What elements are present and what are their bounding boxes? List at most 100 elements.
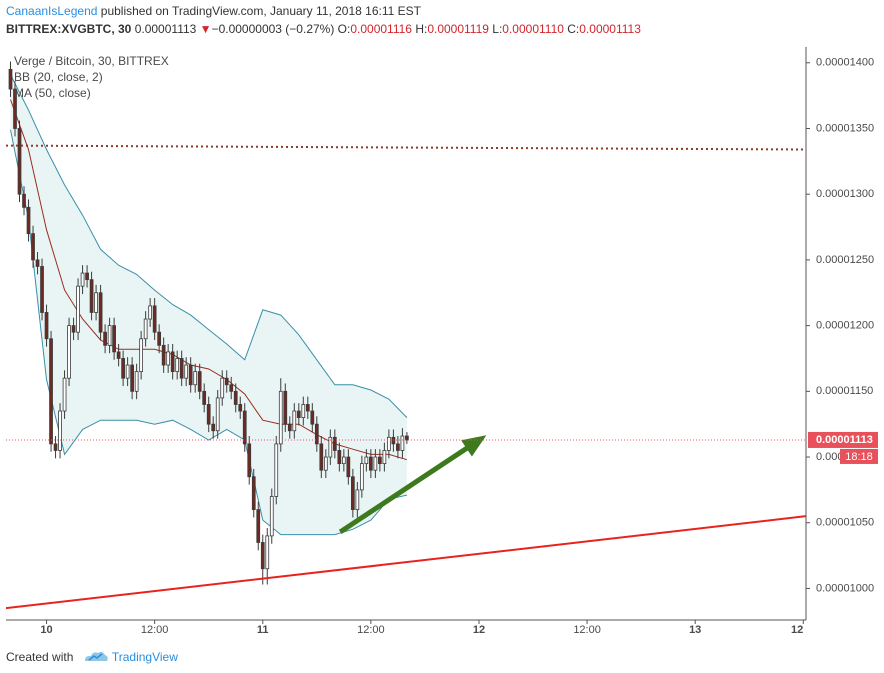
bb-lower	[10, 129, 408, 536]
candle-body	[179, 358, 184, 379]
candle-body	[202, 390, 207, 405]
bb-fill	[10, 74, 407, 535]
logo-line	[88, 653, 103, 661]
candle-body	[247, 443, 252, 478]
ohlc-label: C:	[567, 22, 580, 36]
candle-body	[359, 463, 364, 491]
candle-body	[355, 489, 360, 511]
candle-body	[341, 456, 346, 465]
candle-body	[256, 509, 261, 543]
bb-upper	[10, 74, 408, 418]
ohlc-value: 0.00001113	[579, 22, 641, 36]
footer-brand[interactable]: TradingView	[111, 650, 178, 664]
candle-body	[193, 371, 198, 386]
candle-body	[116, 351, 121, 359]
candle-body	[134, 371, 139, 392]
x-tick-label: 12	[791, 624, 803, 636]
countdown-box	[840, 448, 878, 464]
candle-body	[350, 476, 355, 511]
plot-area	[6, 61, 806, 610]
candle-body	[130, 364, 134, 392]
x-tick-label: 10	[40, 624, 52, 636]
candle-body	[85, 272, 89, 281]
candle-body	[305, 404, 310, 412]
candle-body	[103, 331, 107, 346]
ohlc-label: O:	[337, 22, 351, 36]
legend-entry: BB (20, close, 2)	[14, 70, 103, 84]
candle-body	[53, 443, 58, 451]
last-price: 0.00001113	[134, 22, 197, 36]
candle-body	[378, 456, 382, 465]
candle-body	[58, 410, 62, 451]
candle-body	[369, 456, 373, 471]
x-tick-label: 13	[689, 624, 701, 636]
candle-body	[35, 259, 40, 267]
candle-body	[373, 456, 378, 471]
candle-body	[364, 456, 369, 465]
change-arrow: ▼	[199, 22, 212, 36]
symbol: BITTREX:XVGBTC, 30	[6, 22, 132, 36]
candle-body	[107, 325, 112, 346]
candle-body	[242, 410, 247, 445]
candle-body	[143, 318, 148, 340]
candle-body	[314, 423, 319, 445]
countdown: 18:18	[845, 451, 873, 463]
candle-body	[387, 436, 391, 451]
candle-body	[166, 351, 171, 366]
candle-body	[391, 436, 396, 445]
candle-body	[26, 206, 31, 235]
candle-body	[139, 338, 143, 373]
candle-body	[206, 404, 211, 425]
candle-body	[8, 68, 13, 90]
candle-body	[157, 331, 162, 346]
ohlc-value: 0.00001110	[502, 22, 564, 36]
x-tick-label: 12:00	[573, 624, 601, 636]
author[interactable]: CanaanIsLegend	[6, 4, 98, 18]
candle-body	[382, 450, 387, 465]
candle-body	[229, 384, 234, 392]
trend-line	[6, 515, 806, 610]
candle-body	[220, 377, 225, 399]
candle-body	[170, 351, 175, 373]
candle-body	[94, 292, 98, 313]
x-tick-label: 12	[473, 624, 485, 636]
candle-body	[265, 535, 270, 570]
ohlc-value: 0.00001119	[427, 22, 489, 36]
candle-body	[319, 443, 324, 471]
candle-body	[396, 443, 400, 451]
price-label-box	[808, 431, 878, 448]
candle-body	[22, 193, 26, 208]
ohlc-label: H:	[415, 22, 428, 36]
candle-body	[301, 404, 306, 419]
candle-body	[17, 128, 22, 195]
candle-body	[112, 325, 116, 353]
candle-body	[31, 233, 35, 261]
candle-body	[152, 305, 157, 333]
candle-body	[188, 364, 193, 386]
change: −0.00000003 (−0.27%)	[211, 22, 335, 36]
candle-body	[215, 397, 220, 432]
candle-body	[80, 272, 85, 287]
candle-body	[292, 410, 297, 432]
candle-body	[287, 423, 292, 432]
y-tick-label: 0.00001300	[816, 188, 874, 200]
footer: Created with TradingView	[6, 647, 178, 664]
arrow-shaft	[338, 446, 469, 535]
y-tick-label: 0.00001000	[816, 582, 874, 594]
price-label: 0.00001113	[816, 434, 873, 446]
candle-body	[125, 364, 130, 379]
candle-body	[184, 364, 189, 379]
candle-body	[224, 377, 229, 386]
candle-body	[400, 435, 405, 451]
candle-body	[269, 496, 274, 537]
candle-body	[121, 358, 125, 379]
candle-body	[278, 390, 283, 445]
candle-body	[332, 436, 337, 451]
candle-body	[148, 305, 153, 320]
candle-body	[98, 292, 103, 333]
published: published on TradingView.com, January 11…	[100, 4, 421, 18]
tv-logo[interactable]	[83, 649, 109, 663]
y-tick-label: 0.00001350	[816, 122, 874, 134]
y-tick-label: 0.00001400	[816, 57, 874, 69]
